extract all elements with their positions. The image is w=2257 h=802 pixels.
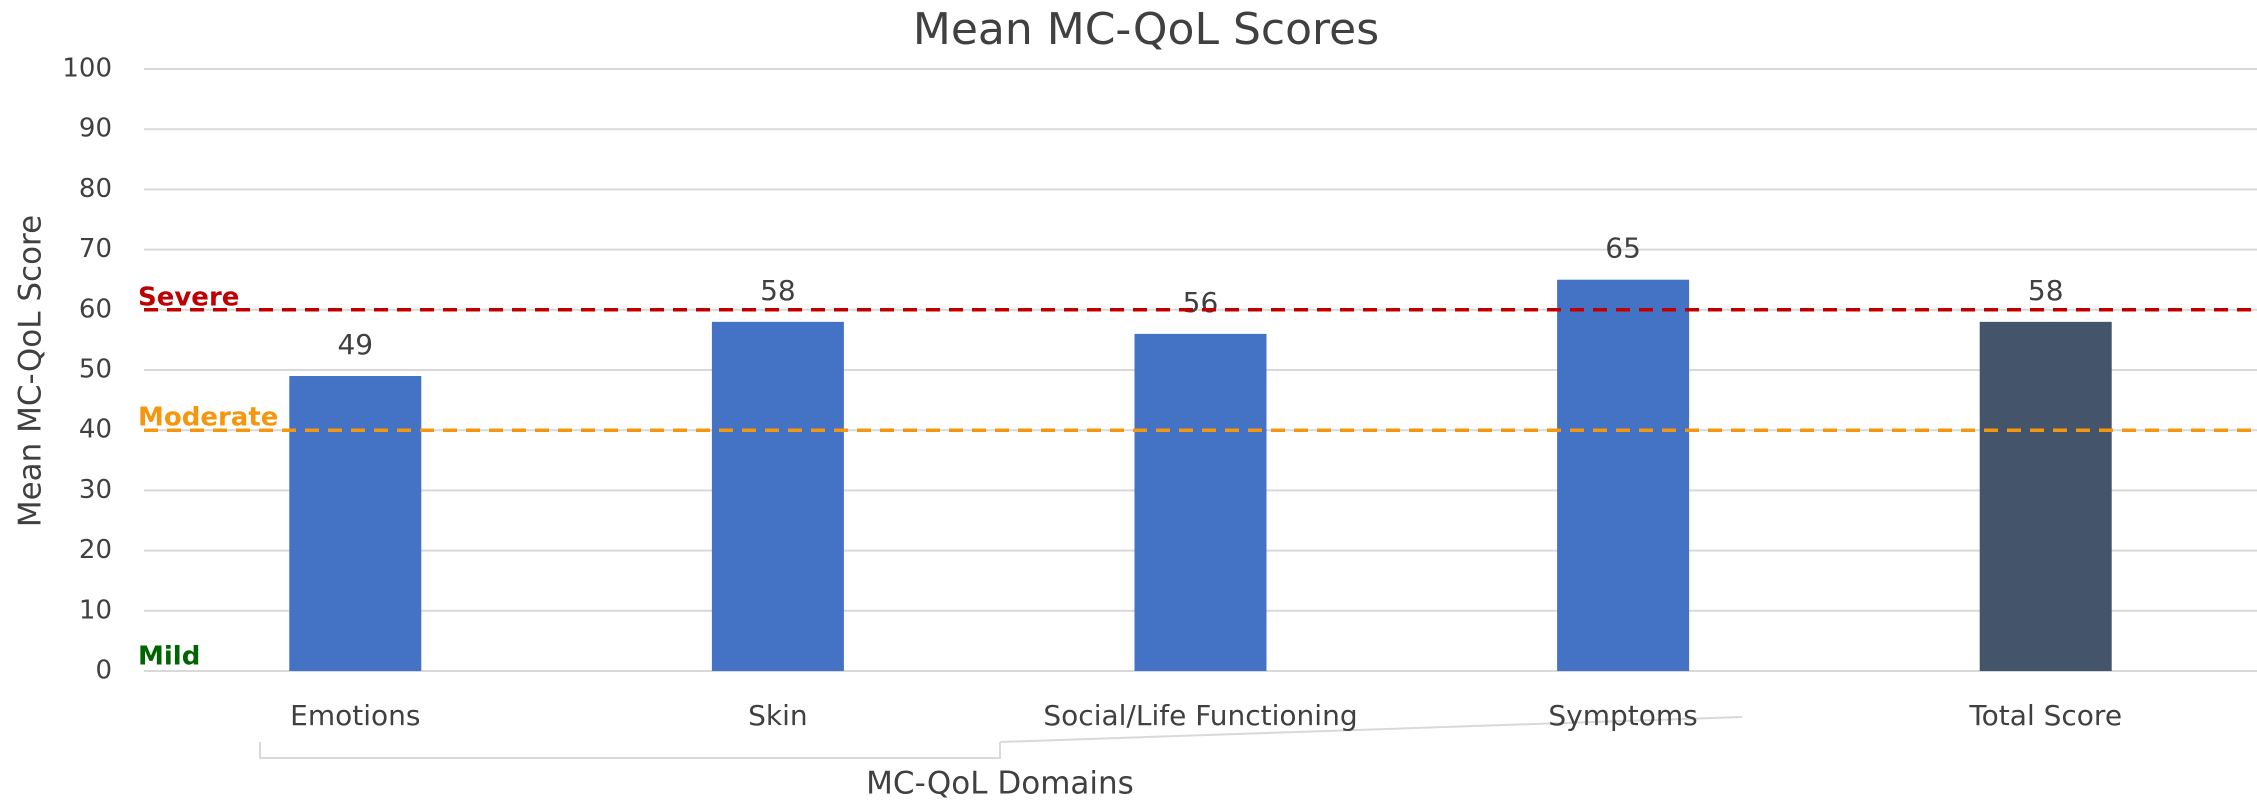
y-axis-title: Mean MC-QoL Score	[13, 215, 49, 527]
y-tick-label: 60	[79, 294, 112, 324]
reference-label: Mild	[138, 642, 200, 672]
x-tick-label: Emotions	[290, 699, 420, 732]
y-tick-label: 70	[79, 234, 112, 264]
y-tick-label: 50	[79, 355, 112, 385]
y-tick-label: 90	[79, 114, 112, 144]
y-tick-label: 100	[62, 54, 112, 84]
bar	[711, 321, 844, 671]
chart-title: Mean MC-QoL Scores	[913, 4, 1379, 55]
x-tick-label: Skin	[748, 699, 808, 732]
data-label: 56	[1183, 286, 1219, 319]
y-tick-label: 0	[95, 656, 112, 686]
axis-bracket	[259, 716, 1743, 759]
bar	[1134, 333, 1267, 671]
y-tick-label: 80	[79, 174, 112, 204]
x-tick-label: Symptoms	[1548, 699, 1697, 732]
bar	[289, 376, 422, 671]
reference-label: Severe	[138, 282, 239, 312]
data-label: 58	[2028, 274, 2064, 307]
x-tick-label: Total Score	[1968, 699, 2122, 732]
y-tick-label: 30	[79, 475, 112, 505]
bar	[1979, 321, 2112, 671]
data-label: 65	[1605, 232, 1641, 265]
data-label: 58	[760, 274, 796, 307]
x-axis-title: MC-QoL Domains	[866, 766, 1134, 802]
reference-label: Moderate	[138, 403, 278, 433]
bar	[1557, 279, 1690, 671]
x-tick-label: Social/Life Functioning	[1043, 699, 1357, 732]
y-tick-label: 40	[79, 415, 112, 445]
data-label: 49	[337, 328, 373, 361]
y-tick-label: 20	[79, 535, 112, 565]
y-tick-label: 10	[79, 595, 112, 625]
